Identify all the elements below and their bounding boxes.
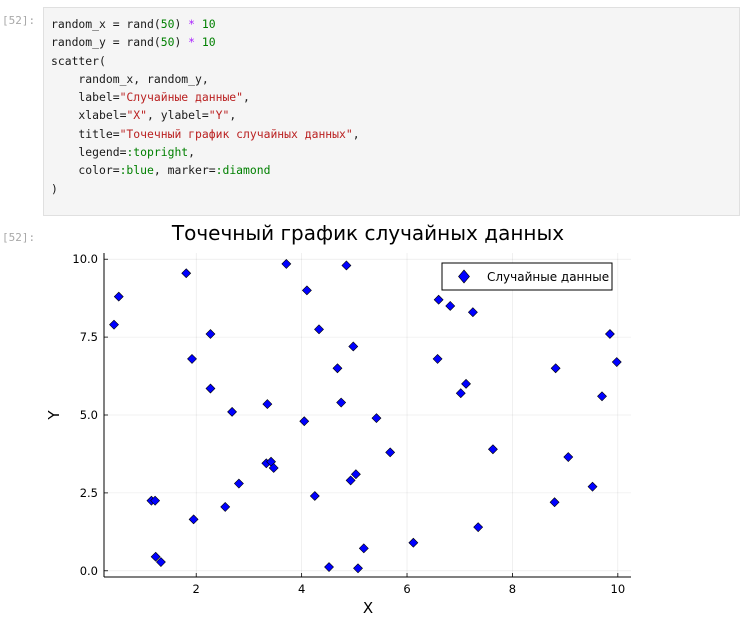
y-axis-label: Y — [45, 410, 63, 421]
data-point — [268, 463, 279, 473]
data-point — [299, 416, 310, 427]
y-tick-label: 0.0 — [80, 564, 98, 578]
data-point — [301, 285, 312, 296]
data-point — [341, 260, 352, 271]
data-point — [473, 522, 484, 533]
data-point — [188, 514, 199, 525]
code-editor[interactable]: random_x = rand(50) * 10 random_y = rand(… — [51, 15, 360, 198]
data-point — [262, 399, 273, 410]
data-point — [385, 447, 396, 458]
data-point — [150, 551, 161, 562]
data-point — [604, 329, 615, 339]
x-tick-label: 4 — [298, 582, 305, 596]
code-line: color=:blue, marker=:diamond — [51, 163, 271, 178]
data-point — [611, 357, 622, 367]
data-point — [432, 353, 443, 364]
code-line: scatter( — [51, 53, 106, 68]
output-prompt: [52]: — [2, 231, 36, 244]
data-point — [488, 444, 498, 455]
data-point — [205, 329, 216, 339]
data-point — [348, 341, 359, 352]
code-line: label="Случайные данные", — [51, 90, 250, 105]
grid — [104, 253, 631, 577]
data-point — [281, 258, 292, 269]
data-point — [433, 294, 444, 305]
data-point — [113, 291, 124, 302]
data-point — [233, 478, 244, 489]
data-point — [563, 452, 574, 462]
data-point — [445, 301, 456, 311]
code-line: title="Точечный график случайных данных"… — [51, 126, 360, 141]
code-line: legend=:topright, — [51, 145, 196, 160]
y-tick-label: 5.0 — [80, 408, 98, 422]
data-point — [549, 497, 560, 508]
x-tick-label: 6 — [403, 582, 410, 596]
code-line: xlabel="X", ylabel="Y", — [51, 108, 237, 123]
data-point — [350, 469, 361, 480]
data-point — [358, 543, 369, 554]
code-line: ) — [51, 181, 58, 196]
data-point — [467, 307, 478, 318]
data-point — [324, 562, 334, 572]
legend-marker-diamond-icon — [458, 269, 470, 284]
legend: Случайные данные — [441, 262, 613, 291]
data-point — [461, 378, 471, 389]
data-point — [332, 363, 343, 374]
code-line: random_x = rand(50) * 10 — [51, 17, 216, 31]
input-prompt: [52]: — [2, 14, 36, 27]
data-point — [345, 475, 356, 486]
code-line: random_y = rand(50) * 10 — [51, 35, 216, 50]
data-point — [371, 413, 382, 424]
y-tick-label: 2.5 — [80, 486, 98, 500]
data-point — [408, 537, 419, 548]
x-tick-label: 8 — [509, 582, 516, 596]
y-ticks: 0.0 2.5 5.0 7.5 10.0 — [72, 252, 108, 578]
data-point — [455, 388, 466, 399]
code-cell[interactable]: random_x = rand(50) * 10 random_y = rand(… — [43, 7, 740, 216]
data-points — [109, 258, 622, 574]
data-point — [597, 391, 607, 402]
y-tick-label: 10.0 — [72, 252, 98, 266]
x-tick-label: 2 — [193, 582, 200, 596]
data-point — [550, 363, 561, 374]
x-ticks: 2 4 6 8 10 — [193, 573, 626, 596]
data-point — [155, 557, 166, 567]
data-point — [336, 397, 347, 408]
data-point — [314, 324, 324, 335]
data-point — [205, 383, 216, 394]
chart-title: Точечный график случайных данных — [171, 221, 564, 245]
data-point — [309, 491, 320, 501]
legend-label: Случайные данные — [487, 270, 609, 284]
data-point — [150, 495, 161, 506]
data-point — [227, 406, 237, 417]
data-point — [353, 563, 363, 574]
data-point — [109, 319, 119, 330]
data-point — [220, 501, 231, 512]
x-tick-label: 10 — [611, 582, 626, 596]
code-line: random_x, random_y, — [51, 71, 209, 86]
legend-box — [441, 262, 613, 291]
x-axis-label: X — [363, 599, 373, 617]
y-tick-label: 7.5 — [80, 330, 98, 344]
data-point — [587, 481, 598, 492]
data-point — [181, 268, 192, 279]
data-point — [187, 353, 197, 364]
